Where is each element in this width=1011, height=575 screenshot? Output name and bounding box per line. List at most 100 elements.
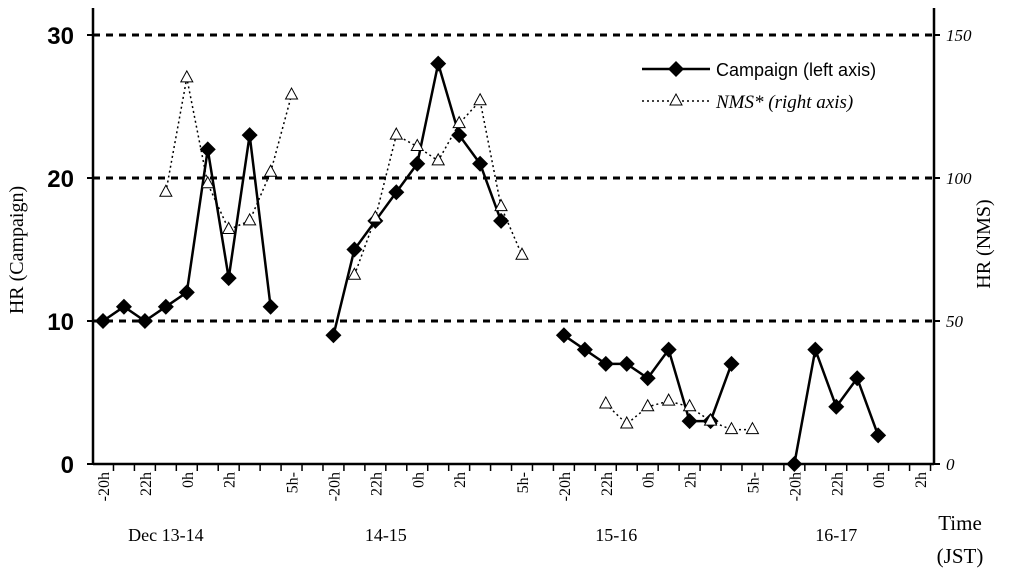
campaign-point-0-6 bbox=[220, 270, 237, 287]
campaign-point-2-5 bbox=[660, 341, 677, 358]
nms-point-0-3 bbox=[221, 221, 236, 234]
nms-line-segment-1 bbox=[353, 99, 523, 276]
x-tick-label-14: 5h- bbox=[745, 472, 762, 493]
campaign-point-0-4 bbox=[178, 284, 195, 301]
nms-point-1-6 bbox=[473, 92, 487, 106]
nms-point-1-2 bbox=[389, 127, 404, 140]
left-y-tick-label-1: 10 bbox=[47, 309, 74, 336]
legend-campaign-marker bbox=[668, 61, 684, 77]
x-tick-label-10: -20h bbox=[557, 472, 574, 501]
x-tick-label-7: 0h bbox=[410, 472, 427, 488]
nms-point-2-5 bbox=[703, 413, 718, 426]
nms-point-2-0 bbox=[598, 395, 613, 409]
campaign-point-3-3 bbox=[849, 370, 866, 387]
x-tick-label-9: 5h- bbox=[515, 472, 532, 493]
x-tick-label-17: 0h bbox=[871, 472, 888, 488]
campaign-point-1-1 bbox=[346, 241, 363, 258]
x-tick-label-11: 22h bbox=[599, 472, 616, 496]
campaign-point-2-3 bbox=[618, 355, 635, 372]
right-y-tick-labels: 0 50 100 150 bbox=[946, 26, 972, 474]
nms-point-1-7 bbox=[494, 198, 508, 212]
gridlines bbox=[93, 33, 934, 323]
campaign-point-1-5 bbox=[430, 55, 447, 72]
right-y-tick-label-2: 100 bbox=[946, 169, 972, 188]
campaign-point-3-0 bbox=[786, 456, 803, 472]
campaign-point-2-2 bbox=[597, 355, 614, 372]
campaign-point-0-3 bbox=[157, 298, 174, 315]
x-tick-label-16: 22h bbox=[829, 472, 846, 496]
nms-point-1-3 bbox=[410, 138, 425, 152]
x-tick-label-6: 22h bbox=[368, 472, 385, 496]
legend: Campaign (left axis) NMS* (right axis) bbox=[642, 60, 876, 113]
x-axis-title-line1: Time bbox=[938, 511, 982, 535]
nms-point-2-4 bbox=[682, 398, 697, 412]
left-y-tick-labels: 0 10 20 30 bbox=[47, 23, 74, 479]
campaign-point-0-7 bbox=[241, 127, 258, 144]
left-y-tick-label-2: 20 bbox=[47, 166, 74, 193]
series-lines bbox=[102, 63, 880, 465]
nms-point-1-5 bbox=[452, 115, 466, 129]
day-label-3: 16-17 bbox=[815, 525, 857, 545]
campaign-point-2-8 bbox=[723, 355, 740, 372]
x-tick-label-0: -20h bbox=[96, 472, 113, 501]
campaign-point-1-6 bbox=[451, 127, 468, 144]
nms-point-1-1 bbox=[368, 209, 383, 223]
x-tick-label-3: 2h bbox=[222, 472, 239, 488]
x-tick-label-15: -20h bbox=[787, 472, 804, 501]
day-label-0: Dec 13-14 bbox=[128, 525, 203, 545]
campaign-point-1-0 bbox=[325, 327, 342, 344]
x-tick-label-1: 22h bbox=[138, 472, 155, 496]
x-tick-label-4: 5h- bbox=[285, 472, 302, 493]
nms-line-segment-0 bbox=[165, 77, 293, 231]
campaign-point-3-4 bbox=[870, 427, 887, 444]
nms-point-1-8 bbox=[515, 247, 529, 260]
campaign-point-1-4 bbox=[409, 155, 426, 172]
nms-point-2-3 bbox=[661, 393, 676, 406]
nms-point-2-6 bbox=[724, 421, 739, 435]
x-tick-label-12: 0h bbox=[641, 472, 658, 488]
day-labels: Dec 13-14 14-15 15-16 16-17 bbox=[128, 525, 857, 545]
campaign-point-2-6 bbox=[681, 413, 698, 430]
campaign-point-2-4 bbox=[639, 370, 656, 387]
right-y-tick-label-0: 0 bbox=[946, 455, 955, 474]
legend-campaign-label: Campaign (left axis) bbox=[716, 60, 876, 80]
nms-point-0-4 bbox=[242, 212, 257, 226]
campaign-point-3-1 bbox=[807, 341, 824, 358]
right-y-tick-label-3: 150 bbox=[946, 26, 972, 45]
campaign-point-1-3 bbox=[388, 184, 405, 201]
legend-nms-label: NMS* (right axis) bbox=[715, 92, 853, 113]
campaign-point-1-7 bbox=[472, 155, 489, 172]
day-label-1: 14-15 bbox=[365, 525, 407, 545]
campaign-point-2-0 bbox=[555, 327, 572, 344]
left-y-tick-label-0: 0 bbox=[61, 452, 74, 479]
nms-point-0-0 bbox=[159, 184, 173, 197]
x-tick-label-18: 2h bbox=[913, 472, 930, 488]
nms-point-0-6 bbox=[284, 87, 299, 100]
nms-point-0-1 bbox=[179, 69, 194, 83]
campaign-point-0-0 bbox=[95, 313, 111, 329]
x-tick-label-2: 0h bbox=[180, 472, 197, 488]
campaign-point-0-1 bbox=[115, 298, 132, 315]
campaign-point-2-1 bbox=[576, 341, 593, 358]
left-y-axis-title: HR (Campaign) bbox=[6, 186, 28, 314]
x-axis-title-line2: (JST) bbox=[937, 544, 984, 568]
campaign-point-0-2 bbox=[136, 313, 153, 329]
x-tick-label-8: 2h bbox=[452, 472, 469, 488]
legend-nms-marker bbox=[669, 92, 683, 106]
campaign-point-1-8 bbox=[493, 212, 510, 229]
right-y-tick-label-1: 50 bbox=[946, 312, 964, 331]
nms-point-2-2 bbox=[640, 398, 655, 412]
nms-point-0-5 bbox=[263, 164, 278, 177]
nms-point-1-4 bbox=[431, 152, 446, 166]
campaign-point-3-2 bbox=[828, 398, 845, 415]
left-y-tick-label-3: 30 bbox=[47, 23, 74, 50]
x-tick-label-13: 2h bbox=[683, 472, 700, 488]
x-tick-labels: -20h 22h 0h 2h 5h- -20h 22h 0h 2h 5h- -20h 22h 0h 2h 5… bbox=[96, 472, 930, 501]
x-tick-label-5: -20h bbox=[326, 472, 343, 501]
nms-point-2-7 bbox=[745, 421, 760, 435]
nms-point-0-2 bbox=[200, 175, 215, 189]
series-markers bbox=[95, 55, 887, 472]
nms-point-1-0 bbox=[347, 267, 362, 280]
nms-point-2-1 bbox=[619, 415, 634, 429]
